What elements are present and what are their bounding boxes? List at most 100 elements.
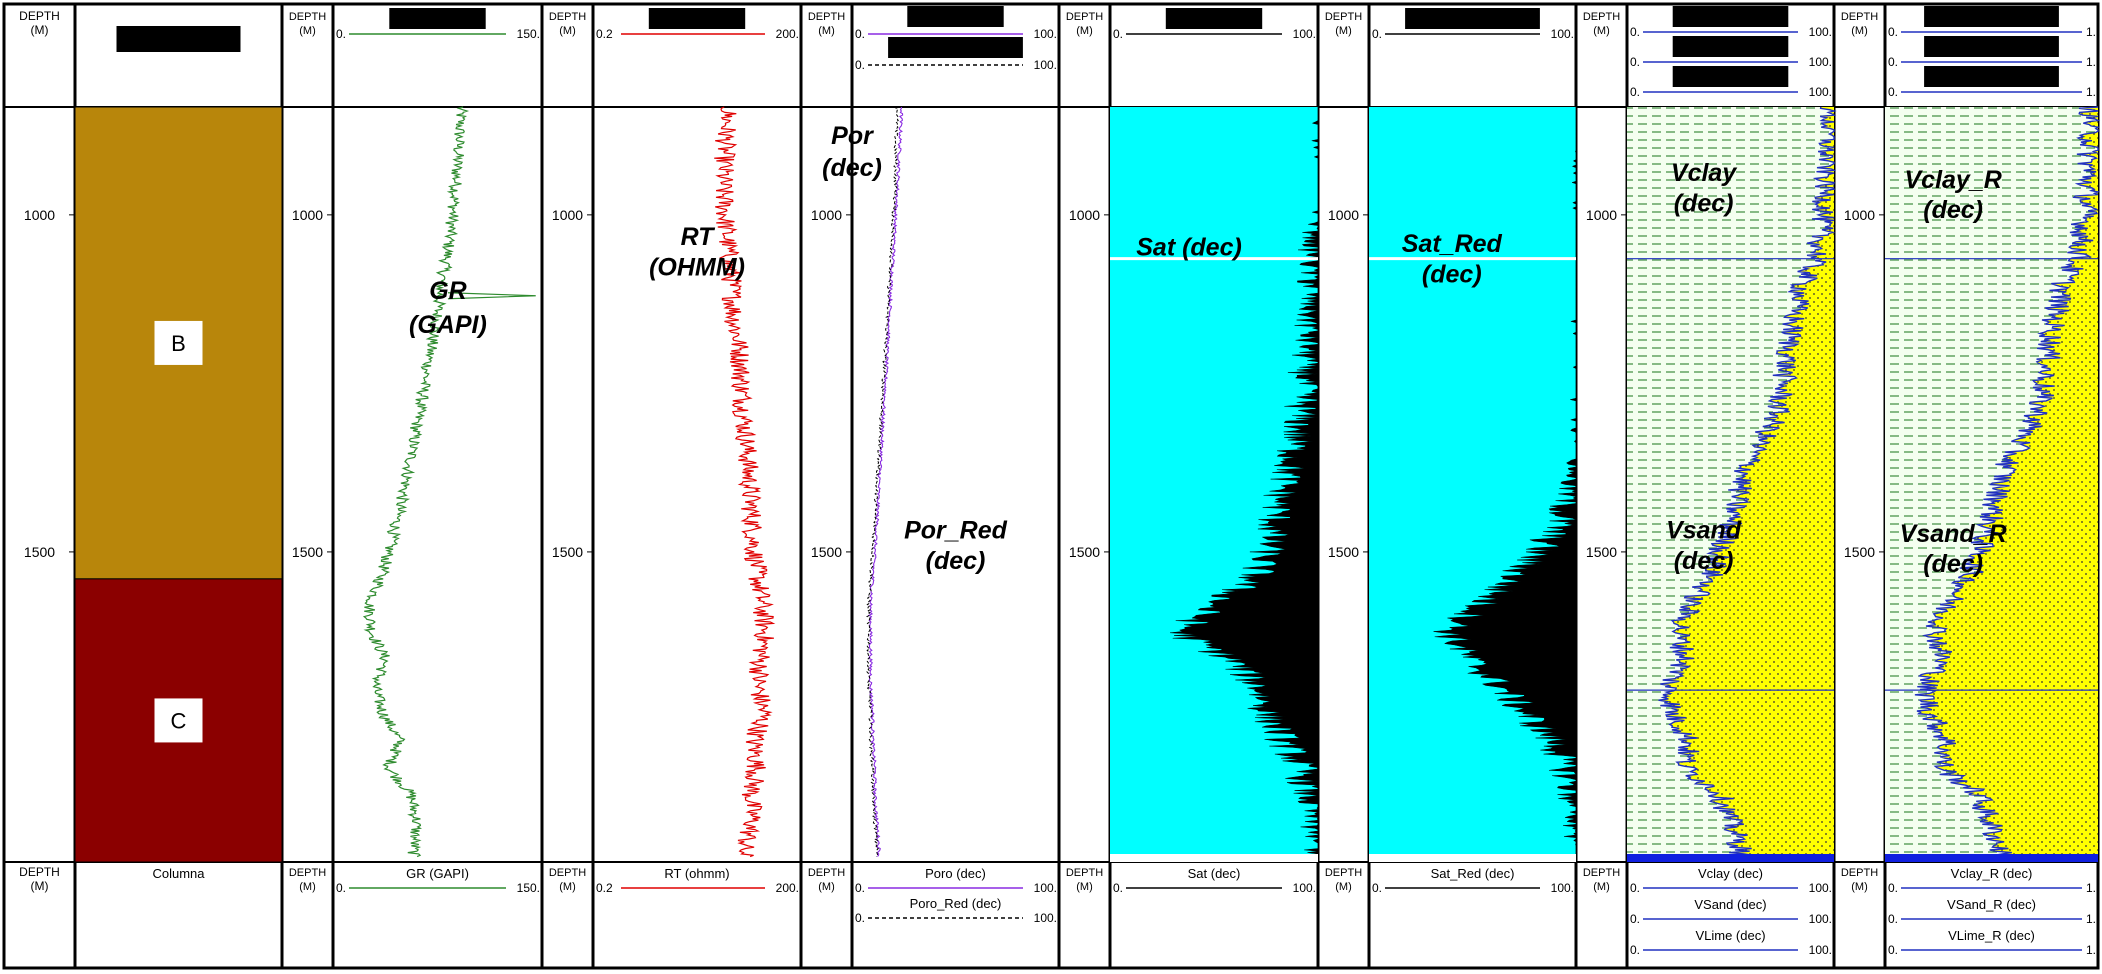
column-header-bg [116,26,241,52]
track-label-rt: (OHMM) [649,254,745,282]
hydrocarbon-fill [1169,107,1319,857]
track-volr [1885,106,2101,862]
scale-min: 0. [336,27,346,41]
depth-header-unit: (M) [31,23,49,37]
track-label-vol: Vsand [1666,516,1742,544]
scale-max: 100. [1551,27,1574,41]
scale-min: 0. [1888,55,1898,69]
zone-label-box [154,320,203,365]
curve-header-title: GR (GAPI) [396,9,478,28]
curve-header-title: Vsand_R (dec) [1935,37,2048,56]
header-title-bg [1165,8,1263,29]
track-label-por: (dec) [926,547,986,575]
track-label-sat: Sat (dec) [1136,233,1242,261]
track-por [866,106,904,857]
curve-footer-title: VSand_R (dec) [1947,897,2036,912]
track-label-gr: GR [429,277,467,305]
header-title-bg [888,37,1023,58]
track-gr [362,106,536,858]
depth-header-label: DEPTH [549,11,586,23]
zone-label: B [171,331,186,356]
scale-max: 100. [1809,25,1832,39]
curve-footer-title: VSand (dec) [1694,897,1766,912]
depth-footer-label: DEPTH [1841,867,1878,879]
curve-footer-title: RT (ohmm) [664,866,729,881]
scale-min: 0. [1113,881,1123,895]
water-fill [1369,107,1576,854]
depth-tick-label: 1000 [292,207,323,223]
gr-curve [362,106,470,858]
header-title-bg [389,8,486,29]
depth-footer-label: DEPTH [19,865,60,879]
depth-header-unit: (M) [299,25,316,37]
curve-header-title: Vsand (dec) [1685,37,1777,56]
scale-max: 200. [776,27,799,41]
track-vol [1627,106,1837,862]
header-title-bg [1924,36,2059,57]
scale-max: 1. [2086,912,2096,926]
depth-header-label: DEPTH [1583,11,1620,23]
scale-min: 0. [1372,27,1382,41]
scale-max: 100. [1809,85,1832,99]
depth-footer-unit: (M) [559,881,576,893]
scale-max: 100. [1034,27,1057,41]
scale-min: 0. [855,58,865,72]
depth-footer-unit: (M) [1076,881,1093,893]
scale-min: 0. [1113,27,1123,41]
scale-min: 0. [1630,881,1640,895]
header-title-bg [1405,8,1540,29]
depth-tick-label: 1000 [552,207,583,223]
depth-footer-unit: (M) [818,881,835,893]
depth-header-unit: (M) [1851,25,1868,37]
rt-curve [714,106,776,858]
depth-tick-label: 1500 [292,544,323,560]
depth-header-label: DEPTH [1066,11,1103,23]
depth-footer-label: DEPTH [289,867,326,879]
scale-min: 0.2 [596,881,613,895]
scale-min: 0. [336,881,346,895]
depth-header-unit: (M) [559,25,576,37]
track-label-vol: Vclay [1671,159,1737,187]
depth-footer-label: DEPTH [1583,867,1620,879]
scale-min: 0. [1630,912,1640,926]
depth-footer-unit: (M) [1335,881,1352,893]
header-title-bg [1672,36,1789,57]
curve-footer-title: Sat (dec) [1188,866,1241,881]
depth-header-unit: (M) [1593,25,1610,37]
gr-spike [447,292,536,300]
curve-footer-title: Vclay_R (dec) [1951,866,2033,881]
track-label-vol: (dec) [1674,189,1734,217]
header-title-bg [1924,66,2059,87]
curve-header-title: Sat_Red (dec) [1418,9,1528,28]
scale-min: 0. [1888,943,1898,957]
clay-fill [1885,107,2098,857]
track-label-volr: Vsand_R [1900,520,2007,548]
scale-min: 0. [1630,25,1640,39]
track-label-gr: (GAPI) [409,311,487,339]
scale-max: 100. [1809,881,1832,895]
depth-tick-label: 1000 [1844,207,1875,223]
curve-header-title: Por (dec) [921,7,991,26]
curve-footer-title: Poro (dec) [925,866,986,881]
header-title-bg [648,8,746,29]
header-title-bg [1672,66,1789,87]
por-curve [867,107,904,857]
track-satr [1369,107,1577,862]
depth-tick-label: 1500 [1069,544,1100,560]
depth-header-label: DEPTH [1841,11,1878,23]
header-title-bg [907,6,1004,27]
scale-min: 0. [1888,912,1898,926]
scale-min: 0. [1888,881,1898,895]
curve-header-title: Sat (dec) [1180,9,1249,28]
scale-min: 0. [1888,25,1898,39]
header-title-bg [1672,6,1789,27]
scale-max: 1. [2086,85,2096,99]
curve-header-title: Vlime (dec) [1688,67,1774,86]
scale-max: 100. [1293,27,1316,41]
depth-tick-label: 1500 [1844,544,1875,560]
depth-tick-label: 1000 [1586,207,1617,223]
scale-min: 0. [855,27,865,41]
scale-max: 1. [2086,25,2096,39]
